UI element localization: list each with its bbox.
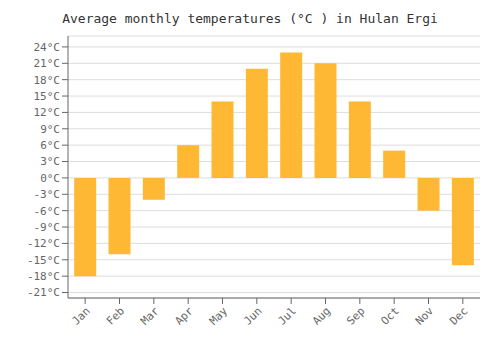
- svg-text:24°C: 24°C: [34, 41, 61, 54]
- svg-text:Jan: Jan: [70, 304, 93, 327]
- svg-text:-3°C: -3°C: [34, 188, 61, 201]
- svg-text:-21°C: -21°C: [27, 286, 60, 299]
- svg-text:Apr: Apr: [173, 304, 197, 328]
- svg-text:12°C: 12°C: [34, 106, 61, 119]
- svg-text:Feb: Feb: [104, 304, 127, 327]
- svg-text:-9°C: -9°C: [34, 221, 61, 234]
- svg-text:-6°C: -6°C: [34, 205, 61, 218]
- svg-text:Mar: Mar: [138, 304, 162, 328]
- svg-text:Jul: Jul: [276, 304, 299, 327]
- svg-text:-12°C: -12°C: [27, 237, 60, 250]
- svg-text:-18°C: -18°C: [27, 270, 60, 283]
- html-text:Average monthly temperatures (: Average monthly temperatures (°C ) in Hu…: [62, 11, 438, 26]
- svg-text:Nov: Nov: [413, 304, 437, 328]
- svg-text:21°C: 21°C: [34, 57, 61, 70]
- svg-text:0°C: 0°C: [40, 172, 60, 185]
- svg-text:Dec: Dec: [447, 304, 470, 327]
- svg-text:Jun: Jun: [241, 304, 264, 327]
- svg-text:6°C: 6°C: [40, 139, 60, 152]
- svg-text:May: May: [207, 304, 231, 328]
- svg-text:Aug: Aug: [310, 304, 333, 327]
- svg-text:Sep: Sep: [344, 304, 367, 327]
- svg-text:15°C: 15°C: [34, 90, 61, 103]
- svg-text:9°C: 9°C: [40, 123, 60, 136]
- svg-text:18°C: 18°C: [34, 74, 61, 87]
- svg-text:3°C: 3°C: [40, 155, 60, 168]
- svg-text:-15°C: -15°C: [27, 254, 60, 267]
- svg-text:Oct: Oct: [379, 304, 402, 327]
